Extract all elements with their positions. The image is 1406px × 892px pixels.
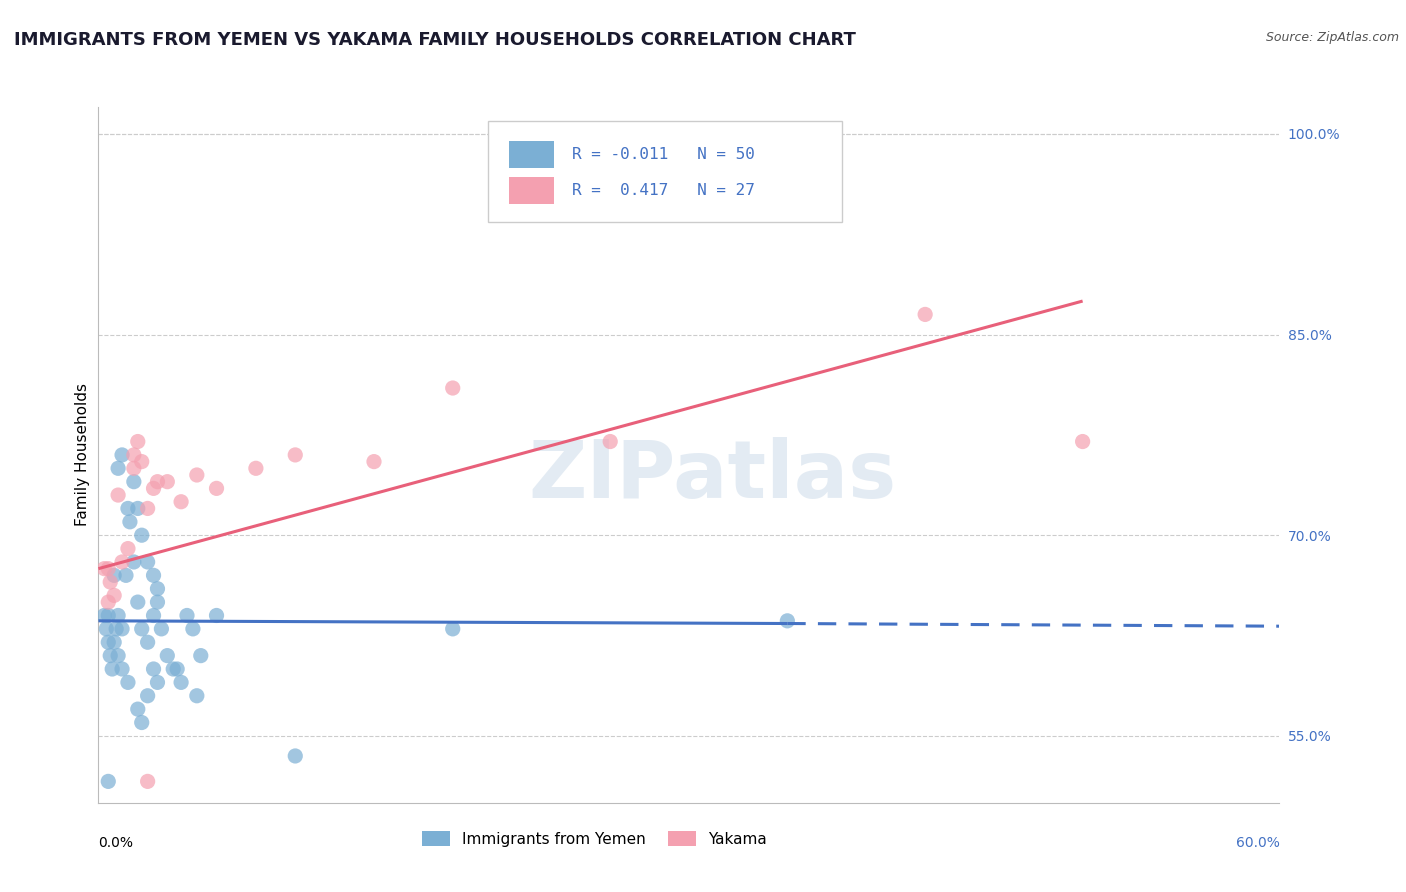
Bar — [509, 178, 554, 203]
Point — [107, 608, 129, 623]
Point — [111, 622, 134, 636]
Point — [441, 381, 464, 395]
Point — [131, 715, 153, 730]
Point — [111, 662, 134, 676]
Point — [97, 774, 120, 789]
Point — [122, 461, 145, 475]
Point — [284, 448, 307, 462]
Point — [245, 461, 267, 475]
Point — [136, 555, 159, 569]
Point — [136, 501, 159, 516]
Point — [97, 635, 120, 649]
Text: IMMIGRANTS FROM YEMEN VS YAKAMA FAMILY HOUSEHOLDS CORRELATION CHART: IMMIGRANTS FROM YEMEN VS YAKAMA FAMILY H… — [14, 31, 856, 49]
Point — [117, 675, 139, 690]
Point — [107, 648, 129, 663]
Point — [117, 541, 139, 556]
Point — [122, 475, 145, 489]
Point — [107, 461, 129, 475]
Point — [176, 608, 198, 623]
Point — [98, 574, 121, 589]
Point — [142, 482, 165, 496]
Point — [441, 622, 464, 636]
Point — [205, 482, 228, 496]
Point — [142, 662, 165, 676]
Point — [190, 648, 212, 663]
Point — [127, 501, 149, 516]
Point — [136, 635, 159, 649]
Point — [122, 555, 145, 569]
Point — [98, 648, 121, 663]
Text: ZIPatlas: ZIPatlas — [529, 437, 897, 515]
Point — [146, 675, 169, 690]
Point — [150, 622, 173, 636]
Point — [107, 488, 129, 502]
Point — [127, 595, 149, 609]
Point — [127, 434, 149, 449]
Y-axis label: Family Households: Family Households — [75, 384, 90, 526]
Point — [142, 608, 165, 623]
Point — [103, 568, 125, 582]
Point — [181, 622, 204, 636]
Point — [186, 468, 208, 483]
Point — [205, 608, 228, 623]
Point — [118, 515, 141, 529]
Point — [101, 662, 124, 676]
Point — [776, 614, 799, 628]
Point — [97, 608, 120, 623]
Point — [162, 662, 184, 676]
Legend: Immigrants from Yemen, Yakama: Immigrants from Yemen, Yakama — [415, 823, 775, 855]
Point — [93, 608, 115, 623]
Point — [103, 635, 125, 649]
Text: R =  0.417   N = 27: R = 0.417 N = 27 — [572, 183, 755, 198]
Point — [115, 568, 138, 582]
Point — [127, 702, 149, 716]
Point — [131, 528, 153, 542]
Point — [111, 448, 134, 462]
Point — [1071, 434, 1094, 449]
Point — [156, 648, 179, 663]
Point — [599, 434, 621, 449]
Point — [186, 689, 208, 703]
Point — [166, 662, 188, 676]
Point — [97, 562, 120, 576]
Point — [146, 582, 169, 596]
Point — [914, 308, 936, 322]
Point — [96, 622, 118, 636]
Point — [111, 555, 134, 569]
Point — [146, 475, 169, 489]
Point — [131, 455, 153, 469]
Point — [146, 595, 169, 609]
Point — [103, 589, 125, 603]
Point — [117, 501, 139, 516]
Text: R = -0.011   N = 50: R = -0.011 N = 50 — [572, 147, 755, 161]
Point — [93, 562, 115, 576]
Text: 60.0%: 60.0% — [1236, 837, 1279, 850]
Text: 0.0%: 0.0% — [98, 837, 134, 850]
Point — [363, 455, 385, 469]
Point — [136, 689, 159, 703]
Point — [122, 448, 145, 462]
Point — [170, 495, 193, 509]
FancyBboxPatch shape — [488, 121, 842, 222]
Text: Source: ZipAtlas.com: Source: ZipAtlas.com — [1265, 31, 1399, 45]
Point — [284, 749, 307, 764]
Point — [97, 595, 120, 609]
Point — [142, 568, 165, 582]
Point — [136, 774, 159, 789]
Point — [131, 622, 153, 636]
Bar — [509, 141, 554, 168]
Point — [105, 622, 128, 636]
Point — [170, 675, 193, 690]
Point — [156, 475, 179, 489]
